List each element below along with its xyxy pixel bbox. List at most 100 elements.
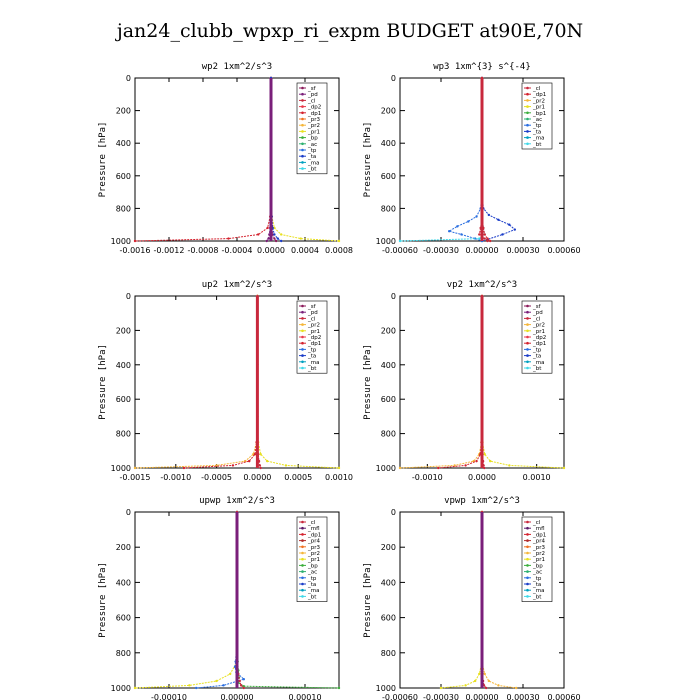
- y-tick-label: 1000: [376, 684, 396, 693]
- legend-marker: [526, 539, 529, 542]
- legend-marker: [526, 99, 529, 102]
- legend-label: _ac: [532, 570, 542, 576]
- data-point: [242, 686, 245, 690]
- legend-marker: [301, 105, 304, 108]
- legend-label: _sf: [307, 304, 317, 310]
- legend-label: _pr1: [532, 329, 545, 335]
- legend-marker: [301, 130, 304, 133]
- data-point: [478, 237, 481, 240]
- data-point: [475, 215, 478, 218]
- legend-marker: [301, 526, 304, 530]
- legend-label: _pr2: [532, 551, 545, 557]
- legend-marker: [526, 595, 529, 598]
- chart-panel-3: up2 1xm^2/s^3 0 200 400 600 800 1000 Pressure […: [98, 280, 353, 482]
- legend-label: _pd: [307, 310, 318, 316]
- y-tick-label: 200: [116, 107, 131, 116]
- legend-label: _pr1: [307, 557, 320, 563]
- legend-marker: [301, 111, 304, 115]
- legend-marker: [301, 167, 304, 170]
- chart-panel-4: vp2 1xm^2/s^3 0 200 400 600 800 1000 Pressure […: [363, 280, 566, 482]
- x-tick-label: 0.00060: [547, 693, 580, 700]
- data-point: [483, 453, 486, 456]
- legend-marker: [301, 533, 304, 536]
- legend-marker: [301, 595, 304, 598]
- y-tick-label: 800: [116, 649, 131, 658]
- y-tick-label: 600: [116, 614, 131, 623]
- y-tick-label: 0: [126, 74, 131, 83]
- data-point: [280, 233, 283, 236]
- legend-marker: [301, 148, 304, 152]
- panel-title: up2 1xm^2/s^3: [202, 280, 272, 290]
- legend-marker: [301, 545, 304, 549]
- legend-label: _pr2: [307, 323, 320, 329]
- x-tick-label: 0.00000: [465, 246, 498, 255]
- legend-marker: [301, 557, 304, 561]
- legend-label: _dp1: [532, 341, 546, 347]
- y-tick-label: 1000: [111, 464, 131, 473]
- legend-marker: [301, 366, 304, 370]
- panel-title: wp3 1xm^{3} s^{-4}: [433, 62, 531, 72]
- legend-label: _bp: [307, 563, 318, 569]
- data-point: [242, 678, 245, 681]
- legend-label: _bt: [307, 366, 317, 372]
- data-point: [266, 226, 269, 230]
- data-point: [253, 453, 257, 456]
- legend-marker: [301, 348, 304, 351]
- legend-marker: [526, 304, 529, 308]
- y-tick-label: 0: [391, 74, 396, 83]
- legend-label: _tp: [307, 347, 317, 353]
- legend-label: _ac: [532, 117, 542, 123]
- legend-label: _bp1: [532, 111, 546, 117]
- legend-marker: [526, 92, 529, 96]
- data-point: [475, 459, 478, 463]
- data-point: [483, 233, 486, 236]
- data-point: [513, 228, 516, 231]
- data-point: [478, 672, 481, 676]
- legend-label: _tp: [307, 576, 317, 582]
- legend-label: _pr3: [307, 117, 321, 123]
- y-axis-title: Pressure [hPa]: [98, 562, 108, 638]
- legend-marker: [526, 317, 529, 320]
- legend-label: _pr4: [307, 539, 321, 545]
- y-tick-label: 200: [381, 543, 396, 552]
- y-tick-label: 800: [116, 430, 131, 439]
- x-tick-label: 0.00060: [547, 246, 580, 255]
- data-point: [398, 239, 402, 243]
- y-tick-label: 200: [381, 107, 396, 116]
- legend-label: _dp1: [532, 532, 546, 538]
- data-point: [257, 233, 260, 236]
- y-tick-label: 0: [126, 508, 131, 517]
- legend-label: _pr3: [532, 545, 546, 551]
- legend-marker: [301, 99, 304, 102]
- y-tick-label: 800: [381, 204, 396, 213]
- legend-label: _pr3: [307, 545, 321, 551]
- legend-marker: [526, 335, 529, 339]
- data-point: [259, 453, 262, 456]
- data-point: [337, 686, 341, 690]
- data-point: [273, 237, 276, 240]
- series-line-dp1: [183, 296, 258, 469]
- legend-marker: [301, 86, 304, 90]
- legend-marker: [526, 130, 529, 133]
- data-point: [242, 685, 245, 688]
- data-point: [478, 233, 481, 236]
- data-point: [489, 459, 492, 463]
- legend-label: _ma: [532, 588, 544, 594]
- data-point: [484, 686, 488, 690]
- data-point: [195, 686, 198, 690]
- y-tick-label: 400: [116, 578, 131, 587]
- legend-label: _bt: [307, 594, 317, 600]
- legend-label: _dp1: [532, 92, 546, 98]
- legend-label: _ac: [307, 570, 317, 576]
- y-axis-title: Pressure [hPa]: [363, 344, 373, 420]
- data-point: [464, 464, 467, 467]
- series-line-pr1: [440, 512, 483, 689]
- x-tick-label: -0.0010: [412, 473, 443, 482]
- data-point: [243, 459, 247, 463]
- legend-label: _pr1: [307, 129, 320, 135]
- legend-marker: [526, 520, 529, 524]
- legend-label: _dp1: [307, 532, 321, 538]
- legend-label: _dp2: [307, 335, 321, 341]
- y-tick-label: 400: [116, 139, 131, 148]
